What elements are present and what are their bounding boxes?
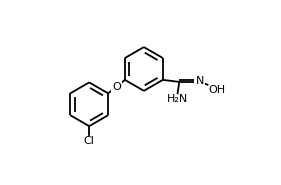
Text: N: N bbox=[196, 76, 204, 86]
Text: H₂N: H₂N bbox=[167, 94, 188, 104]
Text: OH: OH bbox=[208, 85, 225, 95]
Text: Cl: Cl bbox=[84, 136, 95, 146]
Text: O: O bbox=[112, 82, 121, 92]
